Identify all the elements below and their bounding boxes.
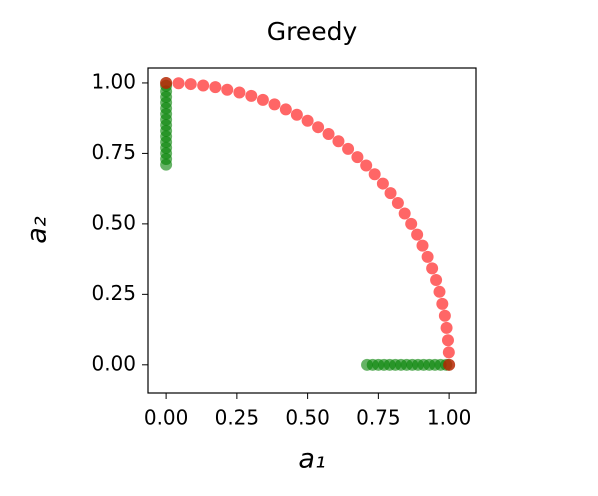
point: [268, 98, 281, 111]
point: [442, 346, 455, 359]
point: [368, 168, 381, 181]
point: [197, 79, 210, 92]
y-tick-label: 1.00: [91, 69, 136, 93]
point: [421, 250, 434, 263]
point: [391, 197, 404, 210]
point: [172, 77, 185, 90]
point: [398, 207, 411, 220]
point: [160, 76, 173, 89]
point: [221, 83, 234, 96]
x-tick-label: 0.00: [144, 406, 189, 430]
point: [351, 151, 364, 164]
x-tick-label: 0.75: [356, 406, 401, 430]
point: [290, 108, 303, 121]
point: [443, 358, 456, 371]
point: [411, 228, 424, 241]
point: [332, 135, 345, 148]
point: [433, 285, 446, 298]
point: [312, 121, 325, 134]
x-tick-label: 0.50: [285, 406, 330, 430]
y-tick-label: 0.00: [91, 351, 136, 375]
point: [438, 309, 451, 322]
chart-title: Greedy: [267, 17, 358, 46]
point: [233, 86, 246, 99]
point: [245, 89, 258, 102]
point: [322, 127, 335, 140]
point: [426, 262, 439, 275]
x-tick-label: 0.25: [215, 406, 260, 430]
point: [184, 78, 197, 91]
plot-frame: [147, 67, 477, 394]
point: [209, 81, 222, 94]
point: [342, 142, 355, 155]
x-axis-label: a₁: [298, 444, 325, 475]
point: [430, 273, 443, 286]
x-tick-label: 1.00: [427, 406, 472, 430]
y-tick-label: 0.50: [91, 210, 136, 234]
point: [360, 159, 373, 172]
y-axis-label: a₂: [22, 216, 53, 244]
y-tick-label: 0.75: [91, 140, 136, 164]
point: [384, 187, 397, 200]
point: [436, 297, 449, 310]
point: [441, 334, 454, 347]
point: [440, 321, 453, 334]
y-tick-label: 0.25: [91, 281, 136, 305]
point: [256, 93, 269, 106]
point: [279, 103, 292, 116]
point: [376, 177, 389, 190]
point: [301, 114, 314, 127]
point: [405, 217, 418, 230]
point: [416, 239, 429, 252]
